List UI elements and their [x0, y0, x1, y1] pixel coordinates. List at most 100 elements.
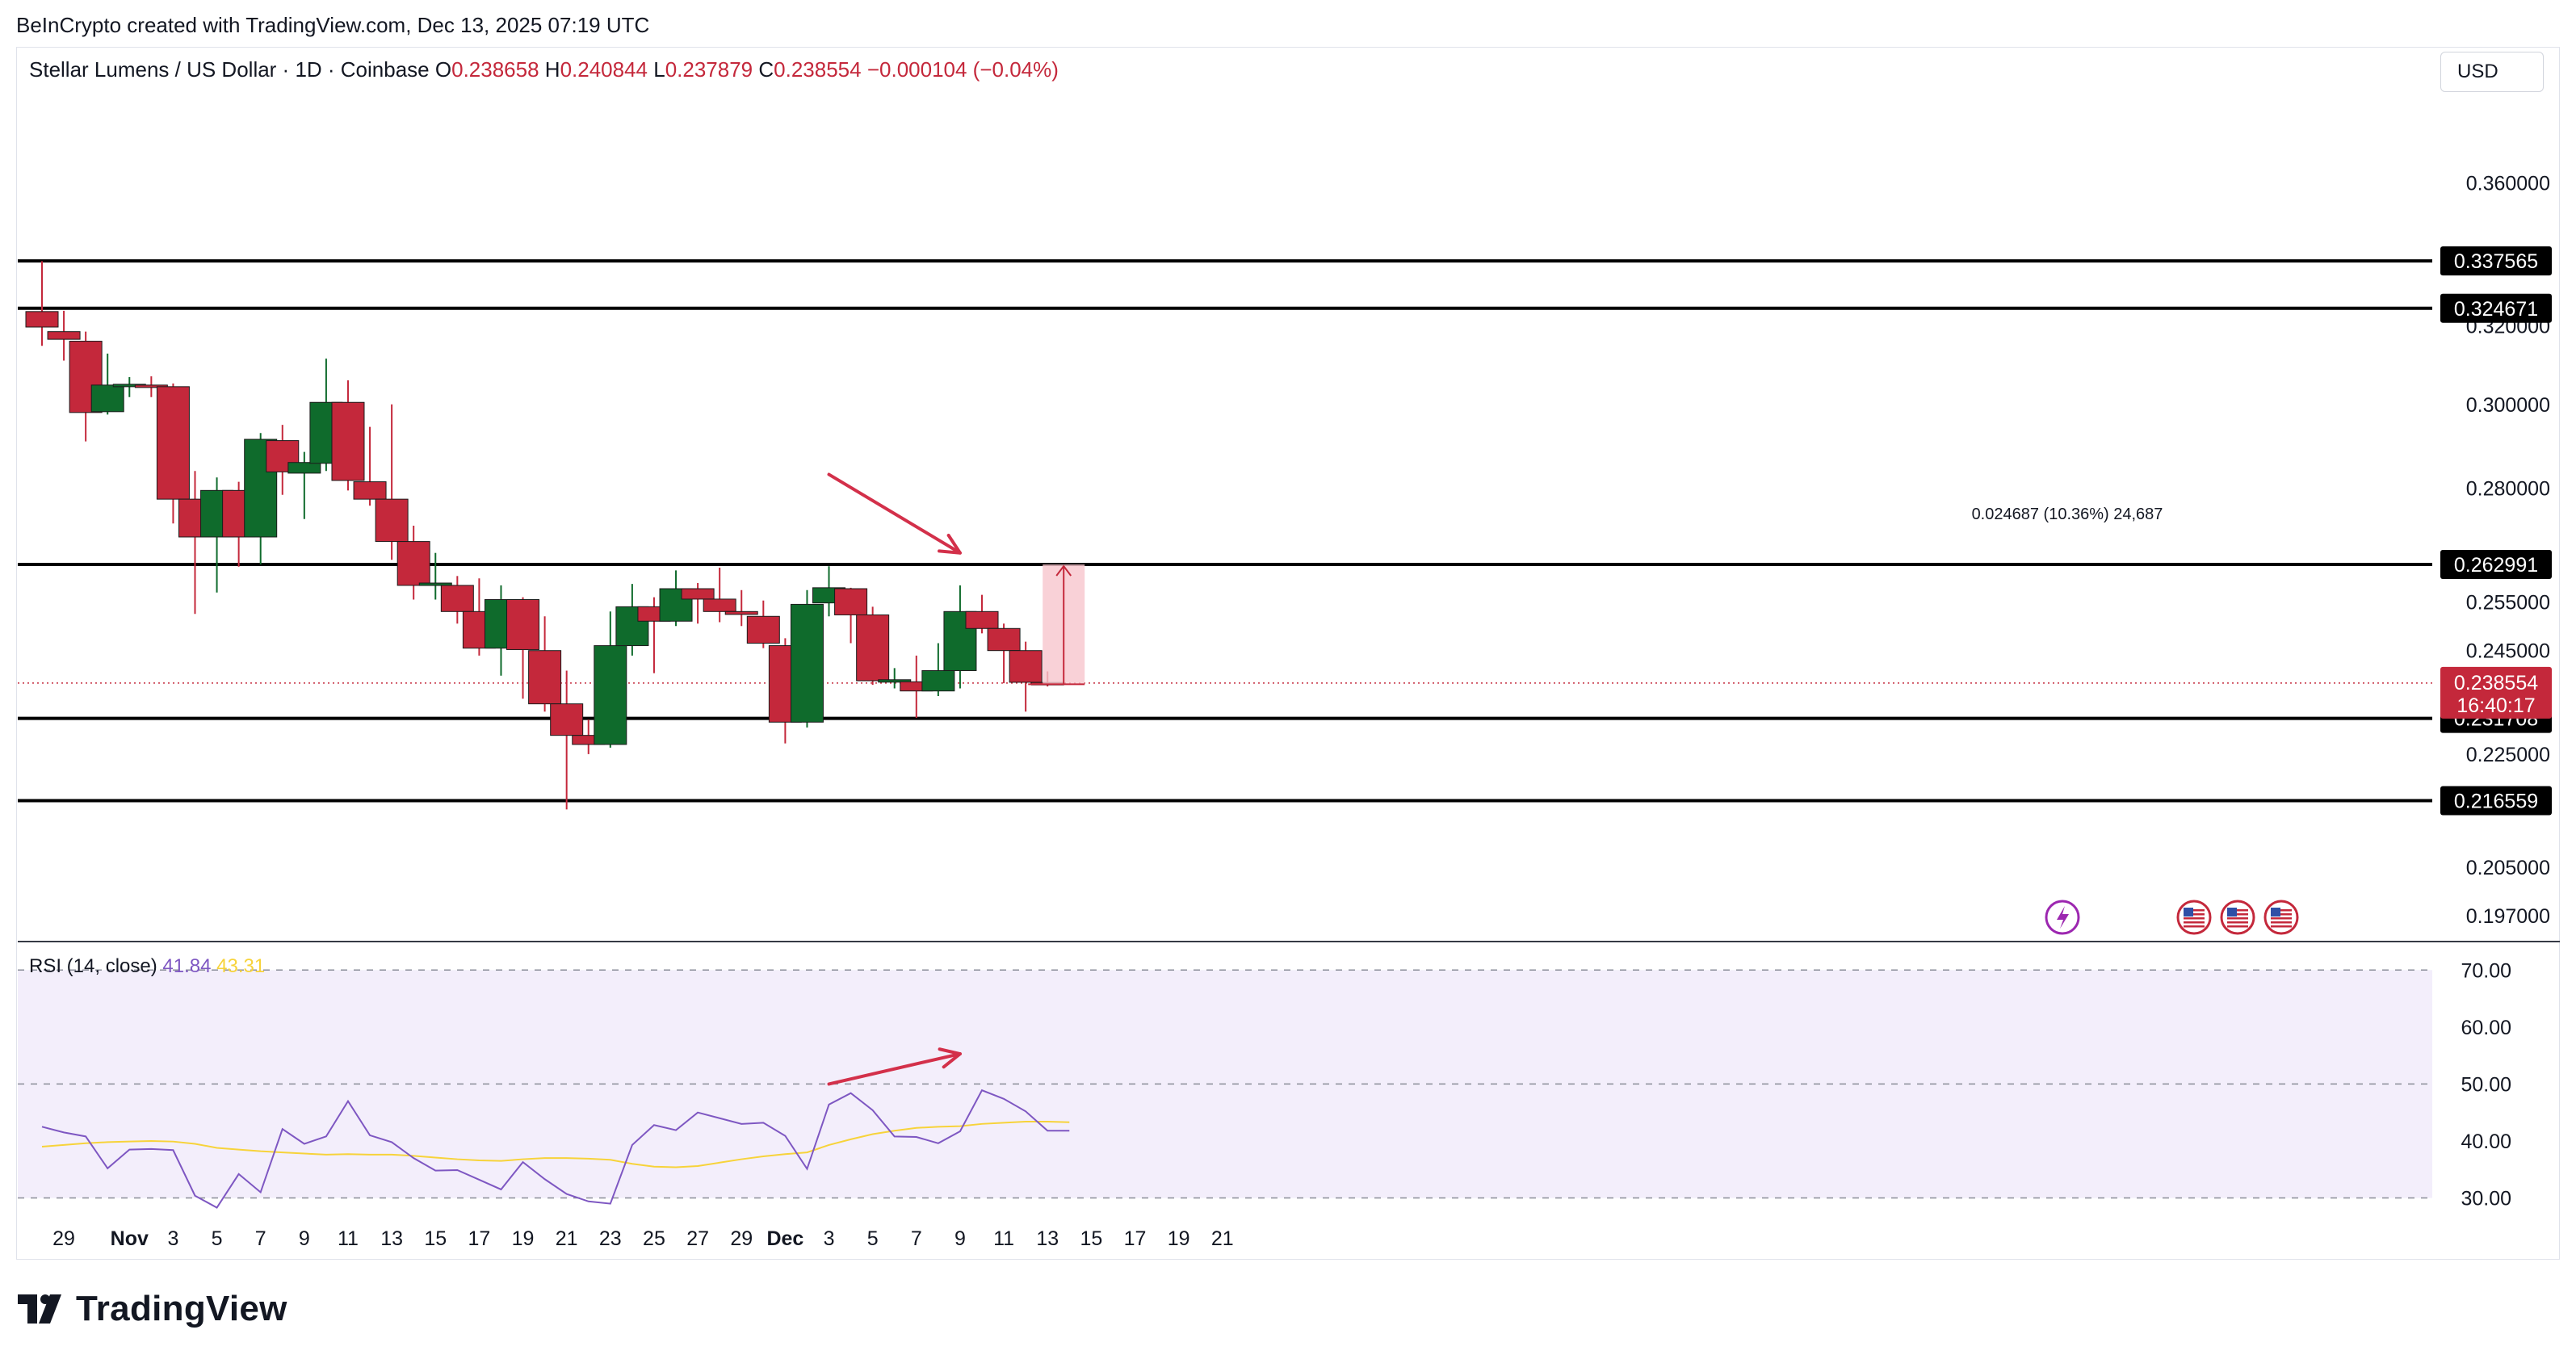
rsi-axis-tick: 30.00 [2461, 1188, 2511, 1210]
candle [724, 589, 758, 627]
candle [25, 261, 59, 346]
price-axis-tick: 0.300000 [2466, 394, 2550, 417]
price-trend-arrow-head [938, 533, 962, 555]
candle [615, 584, 649, 656]
candle-body [47, 331, 81, 340]
tradingview-logo-icon [18, 1294, 61, 1324]
high-label: H [545, 57, 560, 82]
candle-body [724, 610, 758, 615]
candle-body [790, 603, 824, 723]
time-axis-tick: 15 [1080, 1227, 1102, 1250]
us-flag-icon[interactable] [2263, 900, 2299, 935]
last-price-box [2440, 666, 2552, 719]
price-axis-tick: 0.255000 [2466, 591, 2550, 614]
symbol-name: Stellar Lumens / US Dollar · 1D · Coinba… [29, 57, 435, 82]
flag-icon-stripe [2227, 917, 2248, 920]
candle [353, 426, 387, 506]
candle-body [90, 384, 124, 413]
time-axis-tick: Nov [111, 1227, 149, 1250]
currency-label: USD [2457, 61, 2498, 82]
flag-icon-stripe [2271, 917, 2292, 920]
rsi-legend-value: 41.84 [162, 955, 216, 977]
rsi-axis-tick: 70.00 [2461, 959, 2511, 982]
level-label-box [2440, 549, 2552, 579]
rsi-legend: RSI (14, close) 41.84 43.31 [29, 955, 265, 977]
time-axis-tick: Dec [766, 1227, 803, 1250]
time-axis-tick: 13 [1036, 1227, 1059, 1250]
candle [594, 611, 627, 748]
high-value: 0.240844 [560, 57, 654, 82]
time-axis-tick: 9 [299, 1227, 310, 1250]
flag-icon-stripe [2184, 921, 2205, 924]
chart-credit: BeInCrypto created with TradingView.com,… [16, 13, 650, 37]
time-axis-tick: 29 [730, 1227, 753, 1250]
time-axis-tick: 5 [867, 1227, 879, 1250]
candle [856, 606, 890, 686]
flag-icon-stripe [2184, 913, 2205, 916]
rsi-axis-tick: 40.00 [2461, 1131, 2511, 1153]
close-value: 0.238554 [774, 57, 867, 82]
rsi-axis-tick: 50.00 [2461, 1073, 2511, 1096]
candle [90, 353, 124, 415]
time-axis-tick: 9 [954, 1227, 966, 1250]
candle [266, 425, 300, 495]
time-axis-tick: 3 [824, 1227, 835, 1250]
time-axis-tick: 11 [993, 1227, 1014, 1250]
rsi-axis-tick: 60.00 [2461, 1017, 2511, 1039]
flag-icon-canton [2271, 908, 2280, 917]
level-label: 0.216559 [2454, 790, 2538, 812]
price-axis-tick: 0.205000 [2466, 857, 2550, 879]
candle [418, 552, 452, 600]
candle [790, 589, 824, 728]
open-label: O [435, 57, 451, 82]
last-price-label: 0.238554 [2454, 672, 2538, 694]
time-axis-tick: 21 [556, 1227, 578, 1250]
measure-label: 0.024687 (10.36%) 24,687 [1972, 506, 2163, 523]
currency-selector[interactable]: USD [2440, 52, 2544, 92]
candle-body [878, 679, 912, 683]
level-label-box [2440, 246, 2552, 276]
price-trend-arrow-line [827, 472, 962, 555]
flag-icon-stripe [2271, 909, 2292, 912]
flag-icon-stripe [2271, 925, 2292, 928]
candle-body [506, 599, 540, 650]
price-axis-tick: 0.360000 [2466, 172, 2550, 195]
candle [528, 616, 562, 712]
flag-icon-canton [2184, 908, 2193, 917]
low-value: 0.237879 [665, 57, 759, 82]
candle-body [375, 498, 409, 543]
rsi-ma-line [41, 1120, 1070, 1168]
time-axis-tick: 25 [643, 1227, 665, 1250]
candle-body [528, 650, 562, 705]
level-label-box [2440, 293, 2552, 323]
flag-icon-stripe [2227, 909, 2248, 912]
rsi-line [41, 1089, 1070, 1209]
level-label: 0.262991 [2454, 554, 2538, 577]
candle-body [746, 615, 780, 644]
flag-icon-stripe [2227, 913, 2248, 916]
us-flag-icon[interactable] [2220, 900, 2255, 935]
candle [47, 310, 81, 361]
level-label: 0.324671 [2454, 298, 2538, 321]
flag-icon-stripe [2184, 909, 2205, 912]
candle [287, 451, 321, 519]
candle-body [681, 588, 715, 600]
candle [440, 576, 474, 624]
time-axis-tick: 17 [468, 1227, 490, 1250]
candle-body [987, 627, 1021, 652]
rsi-ma-legend-value: 43.31 [216, 955, 265, 977]
price-axis-tick: 0.225000 [2466, 744, 2550, 766]
candle-body [396, 541, 430, 586]
time-axis-tick: 29 [52, 1227, 75, 1250]
time-axis-tick: 19 [1168, 1227, 1190, 1250]
us-flag-icon[interactable] [2176, 900, 2212, 935]
candle-body [1009, 650, 1043, 683]
rsi-trend-arrow-head [938, 1047, 962, 1069]
lightning-icon[interactable] [2045, 900, 2080, 935]
time-axis-tick: 23 [599, 1227, 622, 1250]
candle-body [834, 588, 868, 615]
candle [331, 380, 365, 491]
flag-icon-stripe [2184, 917, 2205, 920]
rsi-trend-arrow-line [827, 1052, 962, 1086]
